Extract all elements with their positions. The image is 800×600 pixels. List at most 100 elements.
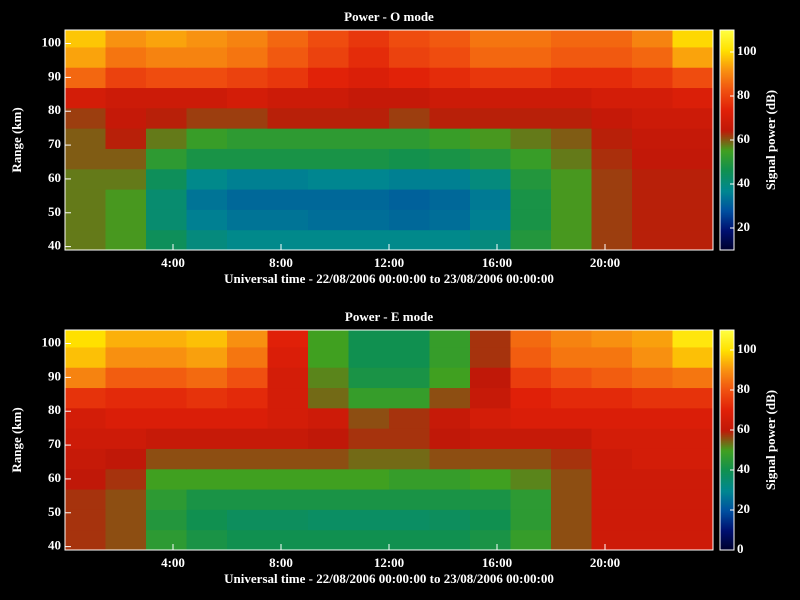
colorbar-swatch (720, 464, 734, 467)
heatmap-cell (632, 529, 673, 551)
heatmap-cell (470, 189, 511, 210)
heatmap-cell (672, 209, 714, 231)
colorbar-swatch (720, 434, 734, 437)
heatmap-cell (632, 346, 673, 368)
colorbar-swatch (720, 160, 734, 163)
colorbar-swatch (720, 96, 734, 99)
heatmap-cell (146, 468, 187, 490)
heatmap-cell (429, 107, 471, 129)
colorbar-swatch (720, 368, 734, 371)
heatmap-cell (267, 67, 309, 89)
colorbar-swatch (720, 444, 734, 447)
colorbar-swatch (720, 156, 734, 159)
colorbar-swatch (720, 512, 734, 515)
colorbar-swatch (720, 398, 734, 401)
y-tick-label: 60 (48, 170, 61, 185)
heatmap-cell (470, 407, 511, 429)
colorbar-swatch (720, 340, 734, 343)
colorbar-swatch (720, 490, 734, 493)
colorbar-swatch (720, 452, 734, 455)
colorbar-swatch (720, 88, 734, 91)
colorbar-swatch (720, 66, 734, 69)
colorbar-swatch (720, 202, 734, 205)
heatmap-cell (551, 148, 592, 170)
colorbar-tick-label: 100 (737, 43, 757, 58)
heatmap-cell (429, 367, 471, 389)
colorbar-swatch (720, 244, 734, 247)
heatmap-cell (348, 387, 390, 409)
heatmap-cell (551, 387, 592, 409)
heatmap-cell (510, 168, 552, 190)
heatmap-cell (267, 168, 309, 190)
colorbar-swatch (720, 410, 734, 413)
heatmap-cell (591, 128, 633, 149)
colorbar-swatch (720, 374, 734, 377)
heatmap-cell (470, 87, 511, 109)
heatmap-cell (470, 489, 511, 510)
colorbar-swatch (720, 174, 734, 177)
heatmap-cell (348, 509, 390, 531)
colorbar-swatch (720, 538, 734, 541)
colorbar-label: Signal power (dB) (763, 390, 778, 490)
colorbar-swatch (720, 178, 734, 181)
heatmap-cell (389, 209, 430, 231)
colorbar-swatch (720, 426, 734, 429)
colorbar-swatch (720, 40, 734, 43)
heatmap-cell (510, 46, 552, 68)
heatmap-cell (429, 428, 471, 449)
colorbar-swatch (720, 130, 734, 133)
colorbar-swatch (720, 60, 734, 63)
colorbar-swatch (720, 510, 734, 513)
heatmap-cell (632, 489, 673, 510)
heatmap-cell (672, 529, 714, 551)
heatmap-cell (510, 509, 552, 531)
heatmap-cell (672, 367, 714, 389)
heatmap-cell (308, 509, 349, 531)
heatmap-cell (348, 428, 390, 449)
heatmap-cell (470, 46, 511, 68)
heatmap-cell (429, 128, 471, 149)
heatmap-cell (267, 229, 309, 251)
colorbar-swatch (720, 200, 734, 203)
colorbar-swatch (720, 472, 734, 475)
heatmap-cell (105, 330, 147, 348)
y-tick-label: 70 (48, 436, 61, 451)
colorbar-tick-label: 100 (737, 341, 757, 356)
colorbar-swatch (720, 162, 734, 165)
heatmap-cell (146, 30, 187, 48)
colorbar-swatch (720, 224, 734, 227)
colorbar-swatch (720, 126, 734, 129)
colorbar-swatch (720, 124, 734, 127)
colorbar-swatch (720, 542, 734, 545)
x-tick-label: 16:00 (482, 555, 512, 570)
panel: Power - O mode 40 50 60 70 80 90 100 4:00 8:00 12:… (9, 9, 778, 286)
heatmap-cell (389, 46, 430, 68)
heatmap-cell (65, 168, 106, 190)
heatmap-cell (510, 148, 552, 170)
colorbar-swatch (720, 62, 734, 65)
heatmap-cell (632, 367, 673, 389)
colorbar-swatch (720, 536, 734, 539)
heatmap-cell (429, 46, 471, 68)
heatmap-cell (308, 407, 349, 429)
colorbar-swatch (720, 344, 734, 347)
colorbar-swatch (720, 432, 734, 435)
colorbar-swatch (720, 486, 734, 489)
heatmap-cell (591, 107, 633, 129)
heatmap-cell (308, 67, 349, 89)
colorbar-swatch (720, 136, 734, 139)
heatmap-cell (146, 387, 187, 409)
heatmap-cell (146, 148, 187, 170)
y-tick-label: 40 (48, 238, 61, 253)
colorbar-swatch (720, 226, 734, 229)
heatmap-cell (470, 448, 511, 470)
heatmap-cell (65, 30, 106, 48)
heatmap-cell (389, 87, 430, 109)
heatmap-cell (105, 448, 147, 470)
heatmap-cell (348, 448, 390, 470)
heatmap-cell (65, 209, 106, 231)
heatmap-cell (227, 330, 268, 348)
heatmap-cell (591, 367, 633, 389)
colorbar-swatch (720, 108, 734, 111)
y-tick-label: 70 (48, 136, 61, 151)
